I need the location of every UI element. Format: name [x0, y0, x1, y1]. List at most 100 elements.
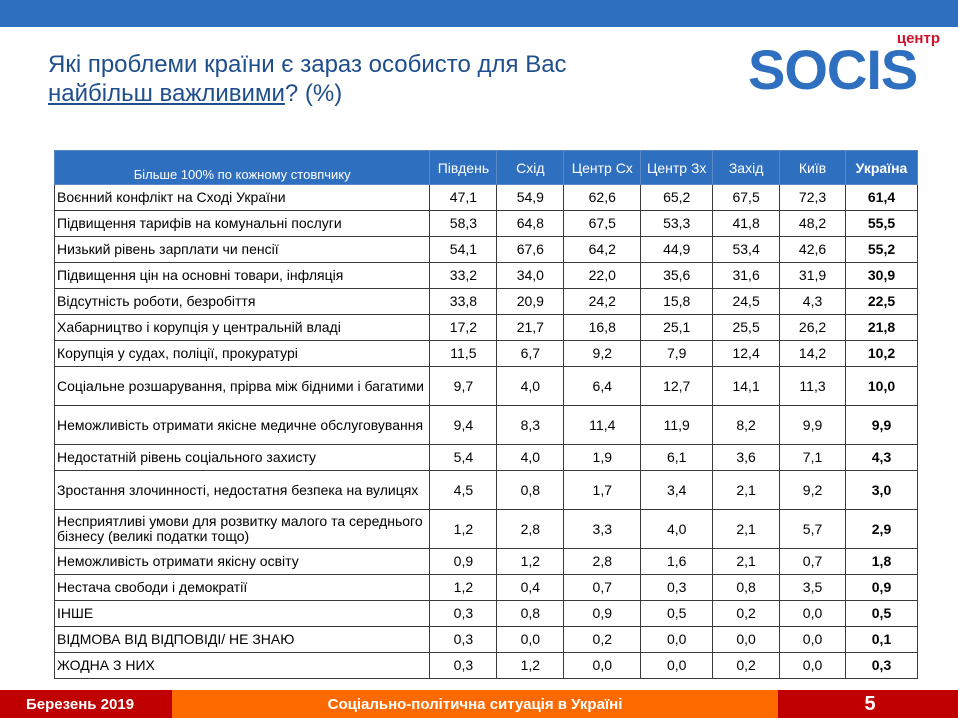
row-label: ІНШЕ — [53, 600, 431, 627]
cell-value: 0,0 — [640, 626, 714, 653]
cell-value: 3,0 — [845, 470, 918, 510]
table-row: ЖОДНА З НИХ 0,3 1,2 0,0 0,0 0,2 0,0 0,3 — [53, 652, 918, 679]
cell-value: 6,7 — [496, 340, 565, 367]
column-header: Південь — [429, 150, 498, 185]
cell-value: 33,8 — [429, 288, 498, 315]
cell-value: 4,0 — [496, 366, 565, 406]
cell-value: 8,3 — [496, 405, 565, 445]
cell-value: 5,7 — [779, 509, 846, 549]
cell-value: 9,9 — [845, 405, 918, 445]
cell-value: 65,2 — [640, 184, 714, 211]
cell-value: 1,9 — [563, 444, 642, 471]
title-line-1: Які проблеми країни є зараз особисто для… — [48, 51, 567, 78]
cell-value: 67,5 — [712, 184, 781, 211]
cell-value: 2,1 — [712, 548, 781, 575]
title-underlined: найбільш важливими — [48, 80, 285, 107]
cell-value: 14,2 — [779, 340, 846, 367]
cell-value: 26,2 — [779, 314, 846, 341]
cell-value: 0,2 — [712, 652, 781, 679]
cell-value: 12,7 — [640, 366, 714, 406]
table-row: Підвищення тарифів на комунальні послуги… — [53, 210, 918, 237]
row-label: Корупція у судах, поліції, прокуратурі — [53, 340, 431, 367]
page-number: 5 — [778, 690, 958, 718]
socis-logo: центр SOCIS — [748, 30, 948, 100]
cell-value: 48,2 — [779, 210, 846, 237]
cell-value: 31,9 — [779, 262, 846, 289]
cell-value: 44,9 — [640, 236, 714, 263]
cell-value: 1,2 — [496, 548, 565, 575]
row-label: Відсутність роботи, безробіття — [53, 288, 431, 315]
cell-value: 33,2 — [429, 262, 498, 289]
cell-value: 0,4 — [496, 574, 565, 601]
cell-value: 2,8 — [563, 548, 642, 575]
cell-value: 11,4 — [563, 405, 642, 445]
cell-value: 0,9 — [563, 600, 642, 627]
cell-value: 0,0 — [712, 626, 781, 653]
cell-value: 0,0 — [779, 652, 846, 679]
column-header: Схід — [496, 150, 565, 185]
cell-value: 14,1 — [712, 366, 781, 406]
cell-value: 21,8 — [845, 314, 918, 341]
cell-value: 25,5 — [712, 314, 781, 341]
table-row: Неможливість отримати якісне медичне обс… — [53, 405, 918, 445]
cell-value: 1,2 — [496, 652, 565, 679]
column-header: Захід — [712, 150, 781, 185]
table-row: Підвищення цін на основні товари, інфляц… — [53, 262, 918, 289]
cell-value: 61,4 — [845, 184, 918, 211]
cell-value: 9,9 — [779, 405, 846, 445]
cell-value: 47,1 — [429, 184, 498, 211]
cell-value: 2,8 — [496, 509, 565, 549]
table-row: Відсутність роботи, безробіття 33,8 20,9 24… — [53, 288, 918, 315]
cell-value: 0,8 — [496, 470, 565, 510]
cell-value: 5,4 — [429, 444, 498, 471]
cell-value: 24,2 — [563, 288, 642, 315]
logo-word: SOCIS — [748, 38, 918, 101]
cell-value: 0,3 — [429, 652, 498, 679]
row-label: ЖОДНА З НИХ — [53, 652, 431, 679]
row-label: Соціальне розшарування, прірва між бідни… — [53, 366, 431, 406]
table-row: Низький рівень зарплати чи пенсії 54,1 67,… — [53, 236, 918, 263]
column-header: Київ — [779, 150, 846, 185]
cell-value: 30,9 — [845, 262, 918, 289]
cell-value: 0,0 — [779, 600, 846, 627]
cell-value: 0,3 — [429, 626, 498, 653]
cell-value: 0,3 — [845, 652, 918, 679]
row-label: Хабарництво і корупція у центральній вла… — [53, 314, 431, 341]
cell-value: 0,8 — [712, 574, 781, 601]
cell-value: 4,5 — [429, 470, 498, 510]
cell-value: 11,3 — [779, 366, 846, 406]
cell-value: 16,8 — [563, 314, 642, 341]
row-label: Несприятливі умови для розвитку малого т… — [53, 509, 431, 549]
cell-value: 20,9 — [496, 288, 565, 315]
cell-value: 0,5 — [640, 600, 714, 627]
cell-value: 64,8 — [496, 210, 565, 237]
row-label: Зростання злочинності, недостатня безпек… — [53, 470, 431, 510]
row-label: ВІДМОВА ВІД ВІДПОВІДІ/ НЕ ЗНАЮ — [53, 626, 431, 653]
cell-value: 0,0 — [779, 626, 846, 653]
cell-value: 34,0 — [496, 262, 565, 289]
cell-value: 67,5 — [563, 210, 642, 237]
cell-value: 4,0 — [640, 509, 714, 549]
cell-value: 21,7 — [496, 314, 565, 341]
cell-value: 7,1 — [779, 444, 846, 471]
cell-value: 72,3 — [779, 184, 846, 211]
cell-value: 53,4 — [712, 236, 781, 263]
table-row: Несприятливі умови для розвитку малого т… — [53, 509, 918, 549]
cell-value: 0,0 — [640, 652, 714, 679]
cell-value: 0,5 — [845, 600, 918, 627]
cell-value: 2,1 — [712, 509, 781, 549]
cell-value: 24,5 — [712, 288, 781, 315]
results-table: Більше 100% по кожному стовпчику Південь С… — [53, 150, 918, 679]
cell-value: 12,4 — [712, 340, 781, 367]
cell-value: 62,6 — [563, 184, 642, 211]
cell-value: 0,9 — [845, 574, 918, 601]
table-row: Зростання злочинності, недостатня безпек… — [53, 470, 918, 510]
cell-value: 0,0 — [563, 652, 642, 679]
table-row: Соціальне розшарування, прірва між бідни… — [53, 366, 918, 406]
page-title: Які проблеми країни є зараз особисто для… — [48, 50, 567, 108]
table-row: Неможливість отримати якісну освіту 0,9 1,… — [53, 548, 918, 575]
cell-value: 4,3 — [845, 444, 918, 471]
cell-value: 9,4 — [429, 405, 498, 445]
cell-value: 54,9 — [496, 184, 565, 211]
cell-value: 11,5 — [429, 340, 498, 367]
